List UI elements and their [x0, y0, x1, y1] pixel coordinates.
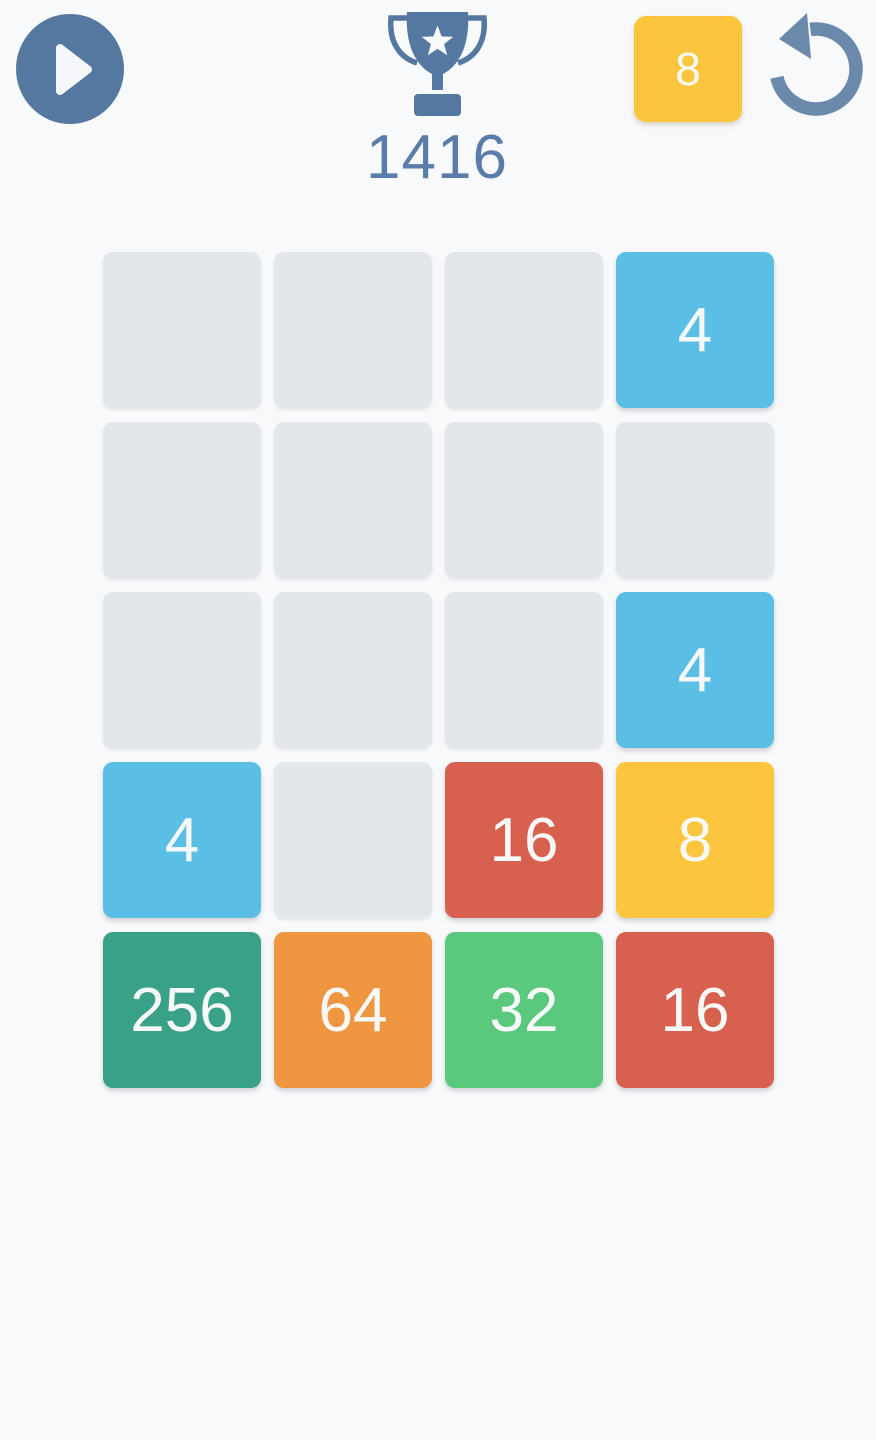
empty-cell [103, 422, 261, 578]
empty-cell [445, 252, 603, 408]
play-icon [16, 15, 124, 123]
empty-cell [616, 422, 774, 578]
score-value: 1416 [366, 123, 508, 192]
score-display: 1416 [352, 10, 522, 191]
tile-4: 4 [616, 252, 774, 408]
tile-4: 4 [103, 762, 261, 918]
tile-256: 256 [103, 932, 261, 1088]
trophy-icon [385, 10, 490, 123]
undo-button[interactable] [755, 6, 870, 124]
empty-cell [274, 422, 432, 578]
empty-cell [274, 592, 432, 748]
tile-16: 16 [616, 932, 774, 1088]
undo-icon [755, 5, 870, 126]
tile-64: 64 [274, 932, 432, 1088]
empty-cell [274, 762, 432, 918]
empty-cell [445, 592, 603, 748]
tile-16: 16 [445, 762, 603, 918]
tile-32: 32 [445, 932, 603, 1088]
tile-4: 4 [616, 592, 774, 748]
next-tile-value: 8 [675, 43, 701, 95]
play-button[interactable] [16, 14, 124, 124]
empty-cell [103, 252, 261, 408]
tile-8: 8 [616, 762, 774, 918]
empty-cell [274, 252, 432, 408]
empty-cell [103, 592, 261, 748]
board[interactable]: 4 4 4 16 8 256 64 32 16 [103, 252, 774, 1088]
empty-cell [445, 422, 603, 578]
next-tile-preview: 8 [634, 16, 742, 122]
